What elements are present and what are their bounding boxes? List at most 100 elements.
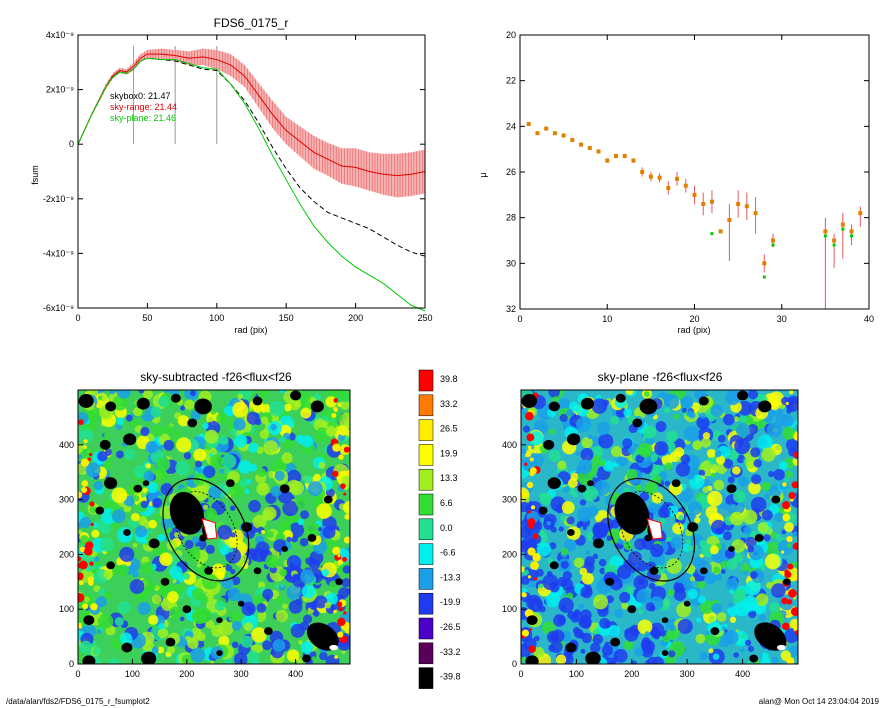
image-pixel bbox=[332, 470, 339, 478]
image-pixel bbox=[790, 607, 798, 616]
image-pixel bbox=[231, 620, 242, 631]
x-tick-label: 40 bbox=[864, 314, 874, 324]
image-pixel bbox=[677, 618, 693, 634]
image-pixel bbox=[237, 460, 252, 474]
image-pixel bbox=[542, 574, 559, 591]
image-pixel bbox=[785, 470, 793, 479]
masked-source bbox=[160, 577, 170, 586]
image-pixel bbox=[151, 584, 157, 589]
image-pixel bbox=[91, 568, 97, 575]
masked-source bbox=[548, 401, 560, 412]
masked-source bbox=[141, 651, 157, 664]
image-pixel bbox=[732, 466, 741, 475]
image-pixel bbox=[132, 407, 143, 417]
image-pixel bbox=[260, 416, 269, 424]
colorbar-label: 19.9 bbox=[440, 448, 458, 458]
image-pixel bbox=[666, 558, 682, 574]
colorbar-label: -6.6 bbox=[440, 548, 456, 558]
bright-object-core bbox=[329, 644, 339, 651]
image-pixel bbox=[584, 550, 591, 556]
image-pixel bbox=[723, 413, 735, 426]
image-pixel bbox=[147, 481, 159, 494]
image-pixel bbox=[668, 650, 676, 658]
image-pixel bbox=[678, 487, 694, 503]
image-pixel bbox=[551, 629, 565, 643]
legend-sky-range: sky-range: 21.44 bbox=[110, 102, 177, 112]
fsum-xlabel: rad (pix) bbox=[234, 325, 267, 335]
sky-subtracted-title: sky-subtracted -f26<flux<f26 bbox=[140, 370, 292, 384]
image-pixel bbox=[163, 439, 175, 451]
masked-source bbox=[82, 655, 96, 664]
colorbar-label: -19.9 bbox=[440, 597, 461, 607]
image-pixel bbox=[533, 646, 545, 659]
image-pixel bbox=[269, 400, 286, 417]
masked-source bbox=[577, 484, 587, 493]
y-tick-label: 300 bbox=[59, 495, 74, 505]
image-pixel bbox=[758, 613, 767, 622]
image-pixel bbox=[221, 576, 234, 590]
x-tick-label: 10 bbox=[602, 314, 612, 324]
image-pixel bbox=[727, 602, 734, 608]
image-pixel bbox=[131, 512, 140, 522]
image-pixel bbox=[533, 577, 538, 581]
masked-source bbox=[335, 578, 343, 586]
colorbar-label: 26.5 bbox=[440, 424, 458, 434]
image-pixel bbox=[538, 583, 544, 589]
image-pixel bbox=[92, 522, 99, 528]
image-pixel bbox=[619, 591, 631, 603]
y-tick-label: 300 bbox=[502, 495, 517, 505]
image-pixel bbox=[664, 393, 680, 410]
image-pixel bbox=[788, 589, 797, 598]
masked-source bbox=[252, 396, 263, 406]
image-pixel bbox=[638, 609, 643, 615]
mu-point bbox=[718, 229, 723, 234]
image-pixel bbox=[608, 624, 621, 637]
image-pixel bbox=[280, 583, 285, 588]
image-pixel bbox=[232, 401, 249, 418]
image-pixel bbox=[550, 526, 557, 533]
image-pixel bbox=[670, 536, 683, 550]
image-pixel bbox=[78, 572, 84, 581]
image-pixel bbox=[689, 576, 696, 582]
colorbar-label: 0.0 bbox=[440, 523, 453, 533]
image-pixel bbox=[333, 398, 338, 403]
masked-source bbox=[639, 398, 658, 415]
colorbar-label: -13.3 bbox=[440, 572, 461, 582]
mu-point bbox=[605, 158, 610, 163]
image-pixel bbox=[81, 487, 88, 494]
image-pixel bbox=[568, 478, 578, 488]
image-pixel bbox=[784, 522, 794, 533]
masked-source bbox=[182, 605, 192, 614]
masked-source bbox=[171, 393, 181, 403]
image-pixel bbox=[274, 470, 285, 481]
colorbar-swatch bbox=[418, 543, 434, 565]
image-pixel bbox=[729, 616, 737, 623]
y-tick-label: 2x10⁻⁹ bbox=[46, 85, 74, 95]
image-pixel bbox=[217, 525, 232, 540]
image-pixel bbox=[641, 637, 651, 646]
image-pixel bbox=[555, 654, 567, 664]
image-pixel bbox=[771, 583, 786, 598]
mu-point bbox=[666, 185, 671, 190]
image-pixel bbox=[782, 482, 787, 487]
x-tick-label: 0 bbox=[517, 314, 522, 324]
image-pixel bbox=[290, 495, 295, 500]
image-pixel bbox=[678, 514, 685, 521]
image-pixel bbox=[751, 474, 762, 485]
image-pixel bbox=[601, 644, 614, 656]
image-pixel bbox=[248, 406, 254, 411]
image-pixel bbox=[275, 595, 284, 604]
image-pixel bbox=[687, 588, 698, 600]
image-pixel bbox=[627, 447, 635, 454]
image-pixel bbox=[158, 622, 166, 630]
mu-point bbox=[858, 211, 863, 216]
image-pixel bbox=[340, 483, 346, 489]
masked-source bbox=[302, 654, 311, 663]
image-pixel bbox=[99, 537, 115, 552]
image-pixel bbox=[636, 561, 648, 572]
image-pixel bbox=[124, 448, 136, 460]
image-pixel bbox=[201, 483, 210, 492]
image-pixel bbox=[342, 565, 350, 574]
image-pixel bbox=[573, 557, 585, 568]
image-pixel bbox=[562, 486, 571, 494]
